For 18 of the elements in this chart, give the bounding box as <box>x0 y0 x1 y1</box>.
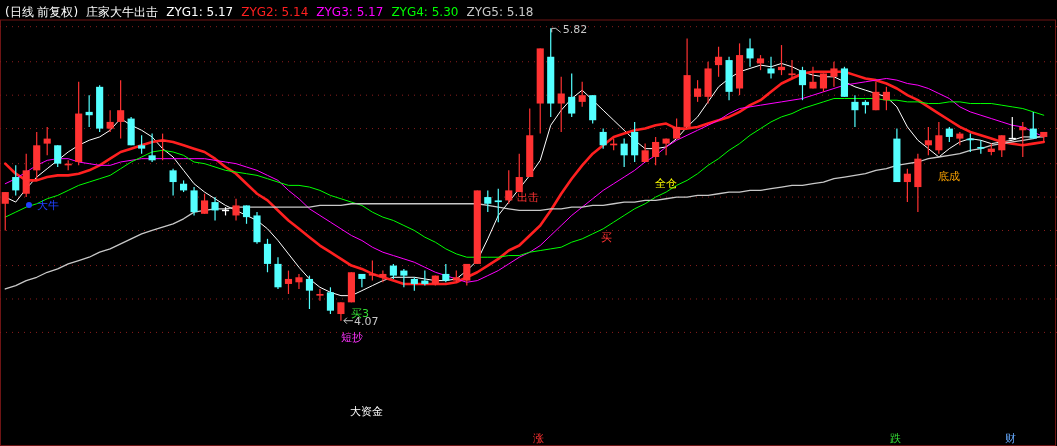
annotation: 大牛 <box>37 199 59 212</box>
annotation: 底成 <box>938 170 960 183</box>
annotation: 跌 <box>890 432 901 445</box>
annotation: 全仓 <box>655 177 677 190</box>
annotation: 财 <box>1005 432 1016 445</box>
text: ZYG3: 5.17 <box>316 5 384 19</box>
annotation: 涨 <box>533 432 544 445</box>
text: ZYG2: 5.14 <box>241 5 309 19</box>
annotation: 出击 <box>517 191 539 204</box>
annotation: 5.82 <box>562 23 588 37</box>
annotation: 买 <box>601 231 612 244</box>
text: ZYG5: 5.18 <box>466 5 534 19</box>
chart-subtitle: 庄家大牛出击 <box>86 5 159 19</box>
text: ZYG1: 5.17 <box>166 5 234 19</box>
annotation: 大资金 <box>350 405 383 418</box>
chart-title: (日线 前复权) <box>5 5 79 19</box>
annotation: 短抄 <box>341 331 363 344</box>
text: ZYG4: 5.30 <box>391 5 459 19</box>
